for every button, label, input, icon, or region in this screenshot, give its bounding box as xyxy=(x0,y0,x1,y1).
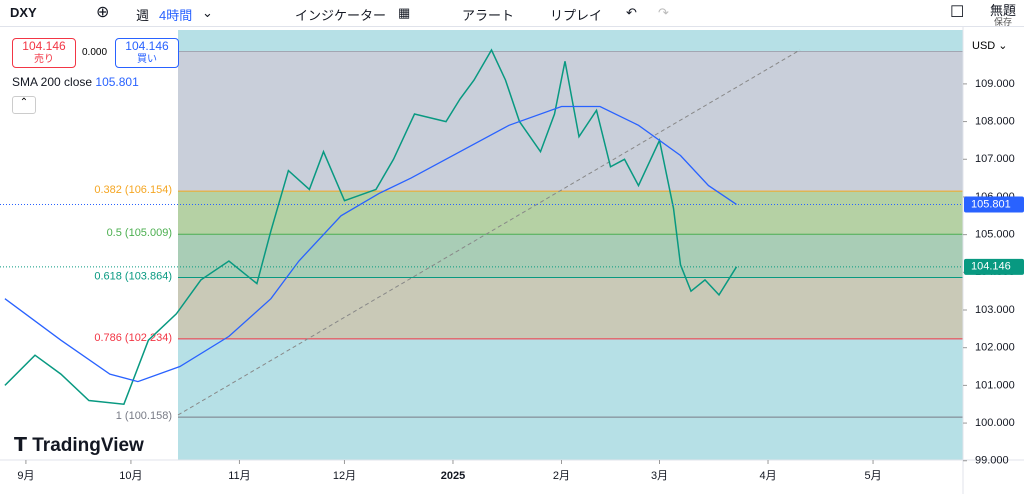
save[interactable]: 保存 xyxy=(994,17,1013,27)
layout-name[interactable]: 無題 xyxy=(990,3,1017,18)
add-symbol[interactable]: ⊕ xyxy=(96,4,110,21)
watermark-text: TradingView xyxy=(32,435,144,456)
dropdown[interactable]: ⌄ xyxy=(202,5,213,20)
x-tick-label: 12月 xyxy=(333,470,356,482)
buy-button[interactable]: 104.146 買い xyxy=(115,38,179,68)
sell-button[interactable]: 104.146 売り xyxy=(12,38,76,68)
indicators[interactable]: インジケーター xyxy=(295,8,387,23)
x-tick-label: 2025 xyxy=(441,470,465,482)
week[interactable]: 週 xyxy=(136,8,150,23)
legend-name: SMA 200 close xyxy=(12,75,93,89)
y-tick-label: 105.000 xyxy=(975,229,1015,241)
price-tag xyxy=(964,196,1024,213)
watermark: 𝗧 TradingView xyxy=(14,435,144,456)
fib-band xyxy=(178,338,963,418)
x-tick-label: 2月 xyxy=(553,470,570,482)
x-tick-label: 9月 xyxy=(17,470,34,482)
symbol[interactable]: DXY xyxy=(10,5,37,20)
price-tag-label: 104.146 xyxy=(971,261,1011,273)
fib-band xyxy=(178,417,963,460)
legend: SMA 200 close 105.801 xyxy=(12,75,139,89)
fullscreen[interactable]: ☐ xyxy=(950,4,965,21)
fib-band xyxy=(178,191,963,235)
y-tick-label: 109.000 xyxy=(975,78,1015,90)
fib-label: 0.5 (105.009) xyxy=(107,227,172,239)
sell-price: 104.146 xyxy=(22,39,66,53)
currency[interactable]: USD ⌄ xyxy=(972,40,1008,52)
y-tick-label: 100.000 xyxy=(975,417,1015,429)
x-tick-label: 11月 xyxy=(228,470,250,482)
y-tick-label: 107.000 xyxy=(975,153,1015,165)
x-tick-label: 10月 xyxy=(119,470,142,482)
fib-band xyxy=(178,51,963,192)
plot-bg xyxy=(178,30,963,52)
chart: 0.382 (106.154) 0.5 (105.009) 0.618 (103.8… xyxy=(0,26,1024,494)
fib-label: 0.786 (102.234) xyxy=(94,332,172,344)
y-tick-label: 101.000 xyxy=(975,379,1015,391)
series-line xyxy=(4,48,738,406)
fib-label: 1 (100.158) xyxy=(116,410,172,422)
collapse-button[interactable]: ⌃ xyxy=(12,96,36,114)
spread: 0.000 xyxy=(82,47,108,58)
x-tick-label: 5月 xyxy=(864,470,881,482)
price-tag xyxy=(964,258,1024,275)
undo[interactable]: ↶ xyxy=(626,5,637,20)
y-tick-label: 108.000 xyxy=(975,115,1015,127)
fib-band xyxy=(178,277,963,339)
y-tick-label: 102.000 xyxy=(975,342,1015,354)
fib-label: 0.382 (106.154) xyxy=(94,184,172,196)
fib-label: 0.618 (103.864) xyxy=(94,270,172,282)
interval[interactable]: 4時間 xyxy=(159,8,193,23)
trend-line xyxy=(177,49,801,416)
layouts[interactable]: ▦ xyxy=(398,5,411,20)
legend-value: 105.801 xyxy=(95,75,139,89)
sell-label: 売り xyxy=(34,54,54,65)
series-line xyxy=(4,105,737,383)
price-tag-label: 105.801 xyxy=(971,198,1011,210)
x-tick-label: 4月 xyxy=(759,470,776,482)
y-tick-label: 103.000 xyxy=(975,304,1015,316)
currency-text: USD xyxy=(972,40,996,52)
fib-band xyxy=(178,234,963,278)
y-tick-label: 99.000 xyxy=(975,455,1009,467)
buy-price: 104.146 xyxy=(125,39,169,53)
replay[interactable]: リプレイ xyxy=(550,8,603,23)
buy-label: 買い xyxy=(137,54,157,65)
x-tick-label: 3月 xyxy=(651,470,668,482)
toolbar: DXY ⊕ 週 4時間 ⌄ インジケーター ▦ アラート リプレイ ↶ ↷ ☐ … xyxy=(0,0,1024,27)
redo[interactable]: ↷ xyxy=(658,5,669,20)
alert[interactable]: アラート xyxy=(462,8,515,23)
